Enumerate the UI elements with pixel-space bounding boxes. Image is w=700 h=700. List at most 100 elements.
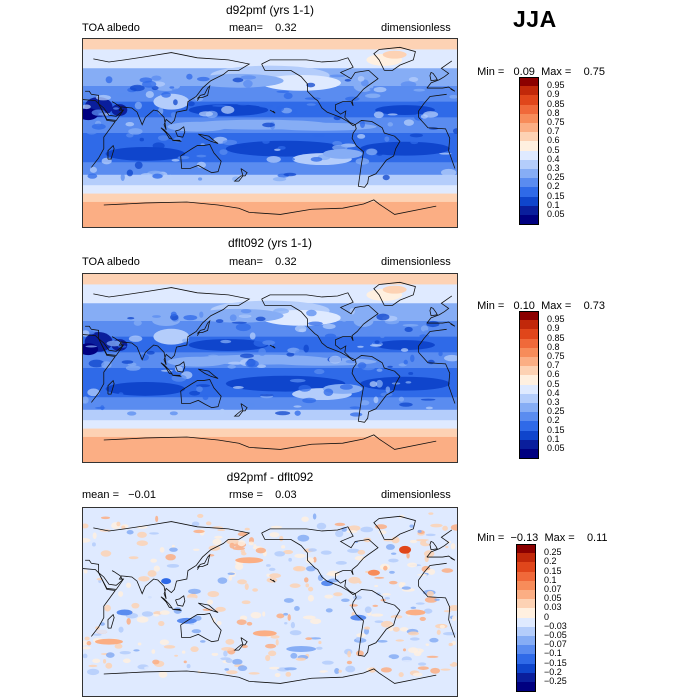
colorbar-tick-label: 0.7 xyxy=(547,360,560,371)
colorbar-tick-label: 0.05 xyxy=(547,443,565,453)
panel-2-title: dflt092 (yrs 1-1) xyxy=(227,236,313,250)
colorbar-tick-label: 0.95 xyxy=(547,80,565,91)
colorbar-swatch xyxy=(516,672,536,683)
colorbar-swatch xyxy=(519,141,539,152)
colorbar-tick-label: 0.8 xyxy=(547,341,560,352)
colorbar-swatch xyxy=(519,430,539,441)
panel-3-minmax: Min = −0.13 Max = 0.11 xyxy=(471,520,608,544)
map-field xyxy=(83,508,457,696)
colorbar-swatch xyxy=(516,599,536,609)
season-label: JJA xyxy=(513,6,557,32)
max-label: Max = xyxy=(544,532,575,544)
colorbar-tick-label: 0.3 xyxy=(547,397,560,407)
max-value: 0.11 xyxy=(586,532,608,544)
colorbar-tick-label: 0.85 xyxy=(547,332,565,343)
colorbar-swatch xyxy=(519,375,539,386)
min-label: Min = xyxy=(477,300,505,312)
colorbar-tick-label: 0.05 xyxy=(547,209,565,219)
colorbar-swatch xyxy=(516,553,536,563)
panel-2-units: dimensionless xyxy=(381,256,451,268)
colorbar-swatch xyxy=(516,654,536,665)
panel-1-units: dimensionless xyxy=(381,22,451,34)
colorbar-swatch xyxy=(516,590,536,600)
colorbar-tick-label: −0.15 xyxy=(544,657,567,668)
colorbar-swatch xyxy=(519,205,539,216)
colorbar-swatch xyxy=(519,412,539,422)
colorbar-swatch xyxy=(516,562,536,573)
colorbar-swatch xyxy=(519,86,539,96)
colorbar-tick-label: 0.5 xyxy=(547,144,560,155)
colorbar-swatch xyxy=(516,617,536,628)
colorbar-tick-label: 0.6 xyxy=(547,135,560,146)
colorbar-swatch xyxy=(519,104,539,115)
min-value: 0.10 xyxy=(513,300,535,312)
colorbar-swatch xyxy=(519,366,539,376)
max-label: Max = xyxy=(541,300,572,312)
colorbar-swatch xyxy=(519,338,539,349)
colorbar-swatch xyxy=(519,77,539,87)
panel-1-field-label: TOA albedo xyxy=(82,22,140,34)
colorbar-tick-label: 0.6 xyxy=(547,369,560,380)
colorbar-tick-label: 0.25 xyxy=(547,406,565,417)
max-value: 0.75 xyxy=(583,66,605,78)
colorbar-swatch xyxy=(519,421,539,432)
colorbar-tick-label: 0.7 xyxy=(547,126,560,137)
colorbar-tick-label: 0.25 xyxy=(544,547,562,558)
colorbar-tick-label: 0.85 xyxy=(547,98,565,109)
colorbar-tick-label: 0.05 xyxy=(544,593,562,604)
colorbar-tick-label: −0.03 xyxy=(544,620,567,631)
colorbar-tick-label: 0.15 xyxy=(544,565,562,576)
colorbar-swatch xyxy=(519,150,539,161)
colorbar-swatch xyxy=(519,132,539,142)
colorbar-swatch xyxy=(519,159,539,170)
panel-3-title: d92pmf - dflt092 xyxy=(226,470,314,484)
colorbar-swatch xyxy=(519,95,539,106)
colorbar-tick-label: 0.2 xyxy=(544,556,557,567)
colorbar-swatch xyxy=(519,178,539,188)
min-label: Min = xyxy=(477,532,505,544)
panel-1-title: d92pmf (yrs 1-1) xyxy=(225,3,315,17)
colorbar-swatch xyxy=(519,196,539,207)
colorbar-tick-label: 0 xyxy=(544,611,550,622)
panel-3-rmse: rmse = 0.03 xyxy=(229,489,297,501)
colorbar-tick-label: 0.15 xyxy=(547,424,565,435)
colorbar-tick-label: −0.2 xyxy=(544,666,562,677)
colorbar-swatch xyxy=(519,384,539,395)
map-field xyxy=(83,39,457,227)
colorbar-tick-label: 0.1 xyxy=(547,199,560,210)
panel-2-minmax: Min = 0.10 Max = 0.73 xyxy=(471,288,605,312)
colorbar-swatch xyxy=(519,169,539,179)
colorbar-swatch xyxy=(516,645,536,655)
colorbar-tick-label: 0.8 xyxy=(547,107,560,118)
min-value: 0.09 xyxy=(513,66,535,78)
colorbar-swatch xyxy=(519,439,539,450)
colorbar-swatch xyxy=(519,403,539,413)
max-value: 0.73 xyxy=(583,300,605,312)
colorbar-swatch xyxy=(516,608,536,619)
map-field xyxy=(83,274,457,462)
min-value: −0.13 xyxy=(510,532,539,544)
colorbar-tick-label: −0.25 xyxy=(544,676,567,686)
panel-1-minmax: Min = 0.09 Max = 0.75 xyxy=(471,54,605,78)
colorbar-tick-label: 0.07 xyxy=(544,584,562,594)
colorbar-swatch xyxy=(516,580,536,591)
panel-2-map xyxy=(82,273,458,463)
colorbar-swatch xyxy=(519,123,539,133)
colorbar-tick-label: −0.07 xyxy=(544,639,567,650)
panel-3-units: dimensionless xyxy=(381,489,451,501)
colorbar-swatch xyxy=(516,682,536,692)
colorbar-swatch xyxy=(519,320,539,330)
colorbar-swatch xyxy=(519,449,539,459)
colorbar-tick-label: 0.1 xyxy=(544,574,557,585)
colorbar-swatch xyxy=(516,544,536,554)
colorbar-swatch xyxy=(516,626,536,637)
colorbar-tick-label: 0.25 xyxy=(547,172,565,183)
colorbar-swatch xyxy=(516,663,536,674)
colorbar-tick-label: 0.4 xyxy=(547,153,560,164)
colorbar-tick-label: 0.2 xyxy=(547,181,560,192)
colorbar-swatch xyxy=(519,113,539,124)
colorbar-swatch xyxy=(519,393,539,404)
colorbar-swatch xyxy=(516,571,536,582)
colorbar-swatch xyxy=(516,636,536,646)
colorbar-tick-label: 0.4 xyxy=(547,387,560,398)
